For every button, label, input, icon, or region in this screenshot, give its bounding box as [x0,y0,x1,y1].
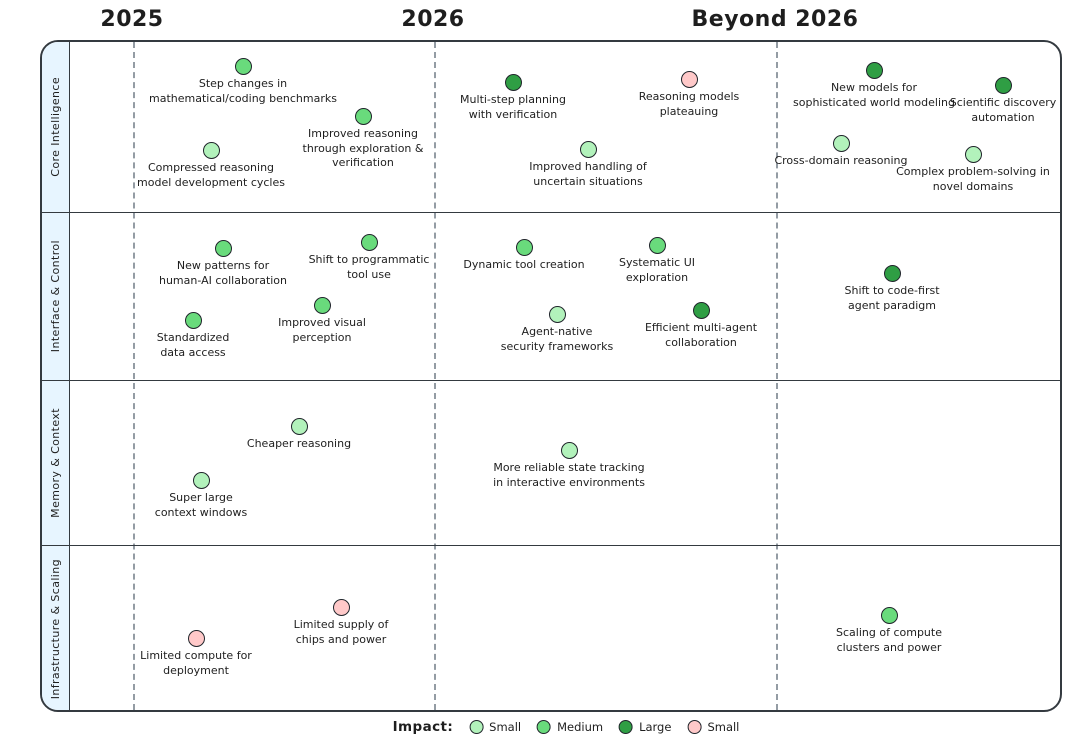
milestone-dot-new-models-for [865,61,883,79]
milestone-dot-limited-compute-for [187,629,205,647]
milestone-dot-step-changes-in [234,57,252,75]
milestone-label: Shift to code-first agent paradigm [844,284,940,312]
milestone-dot-limited-supply-of [332,598,350,616]
milestone-label: Cheaper reasoning [246,437,352,450]
milestone-label: Multi-step planning with verification [460,93,566,121]
legend-swatch-large [619,720,634,734]
milestone-dot-dynamic-tool-creation [515,238,533,256]
milestone-label: Cross-domain reasoning [774,154,908,167]
legend-swatch-small [469,720,484,734]
row-label-text: Infrastructure & Scaling [49,559,62,700]
row-separator [42,545,1060,546]
roadmap-canvas: Core Intelligence Interface & Control Memo… [40,40,1062,712]
milestone-label: Efficient multi-agent collaboration [644,321,758,349]
milestone-dot-scientific-discovery [994,76,1012,94]
milestone-label: Shift to programmatic tool use [308,253,430,281]
milestone-dot-multi-step-planning [504,73,522,91]
row-label-interface-control: Interface & Control [42,212,70,380]
legend-item-label: Large [639,720,672,734]
milestone-label: Dynamic tool creation [463,258,585,271]
column-header-2025: 2025 [100,7,164,32]
milestone-label: Super large context windows [154,491,248,519]
milestone-dot-cheaper-reasoning [290,417,308,435]
legend-item-label: Small [489,720,522,734]
milestone-dot-compressed-reasoning [202,141,220,159]
milestone-label: Limited compute for deployment [140,649,252,677]
milestone-label: Reasoning models plateauing [638,90,740,118]
column-header-2026: 2026 [401,7,465,32]
row-label-text: Core Intelligence [49,77,62,177]
milestone-label: New patterns for human-AI collaboration [158,259,288,287]
legend-item-negative: Small [687,720,739,734]
milestone-label: Improved reasoning through exploration &… [302,127,424,170]
period-divider-2026 [434,42,436,710]
milestone-label: More reliable state tracking in interact… [493,461,645,489]
row-label-infrastructure-scaling: Infrastructure & Scaling [42,545,70,710]
milestone-label: Improved handling of uncertain situation… [529,160,647,188]
milestone-dot-new-patterns-for [214,239,232,257]
milestone-dot-systematic-ui [648,236,666,254]
milestone-dot-agent-native [548,305,566,323]
milestone-label: Standardized data access [156,331,230,359]
milestone-label: Step changes in mathematical/coding benc… [149,77,337,105]
milestone-dot-complex-problem-solving-in [964,145,982,163]
milestone-dot-standardized [184,311,202,329]
milestone-label: Systematic UI exploration [619,256,695,284]
legend-item-large: Large [619,720,671,734]
period-divider-2025 [133,42,135,710]
milestone-dot-efficient-multi-agent [692,301,710,319]
row-label-core-intelligence: Core Intelligence [42,42,70,212]
milestone-dot-more-reliable-state-tracking [560,441,578,459]
milestone-dot-super-large [192,471,210,489]
row-label-text: Memory & Context [49,407,62,518]
milestone-label: New models for sophisticated world model… [793,81,955,109]
milestone-label: Scientific discovery automation [949,96,1057,124]
row-separator [42,212,1060,213]
milestone-label: Scaling of compute clusters and power [836,626,942,654]
milestone-dot-scaling-of-compute [880,606,898,624]
milestone-dot-shift-to-programmatic [360,233,378,251]
legend-title: Impact: [392,719,454,735]
period-divider-beyond-2026 [776,42,778,710]
row-label-text: Interface & Control [49,239,62,353]
milestone-dot-improved-visual [313,296,331,314]
milestone-label: Complex problem-solving in novel domains [896,165,1050,193]
milestone-dot-cross-domain-reasoning [832,134,850,152]
milestone-dot-shift-to-code-first [883,264,901,282]
legend-item-label: Medium [557,720,604,734]
column-header-beyond-2026: Beyond 2026 [691,7,859,32]
legend-item-small: Small [469,720,521,734]
impact-legend: Impact: Small Medium Large Small [393,719,740,735]
row-label-memory-context: Memory & Context [42,380,70,545]
milestone-dot-reasoning-models [680,70,698,88]
legend-item-label: Small [707,720,740,734]
milestone-label: Compressed reasoning model development c… [137,161,285,189]
milestone-dot-improved-reasoning [354,107,372,125]
milestone-label: Improved visual perception [278,316,366,344]
row-separator [42,380,1060,381]
legend-swatch-medium [537,720,552,734]
milestone-label: Agent-native security frameworks [500,325,614,353]
milestone-label: Limited supply of chips and power [293,618,389,646]
milestone-dot-improved-handling-of [579,140,597,158]
legend-item-medium: Medium [537,720,603,734]
legend-swatch-negative [687,720,702,734]
